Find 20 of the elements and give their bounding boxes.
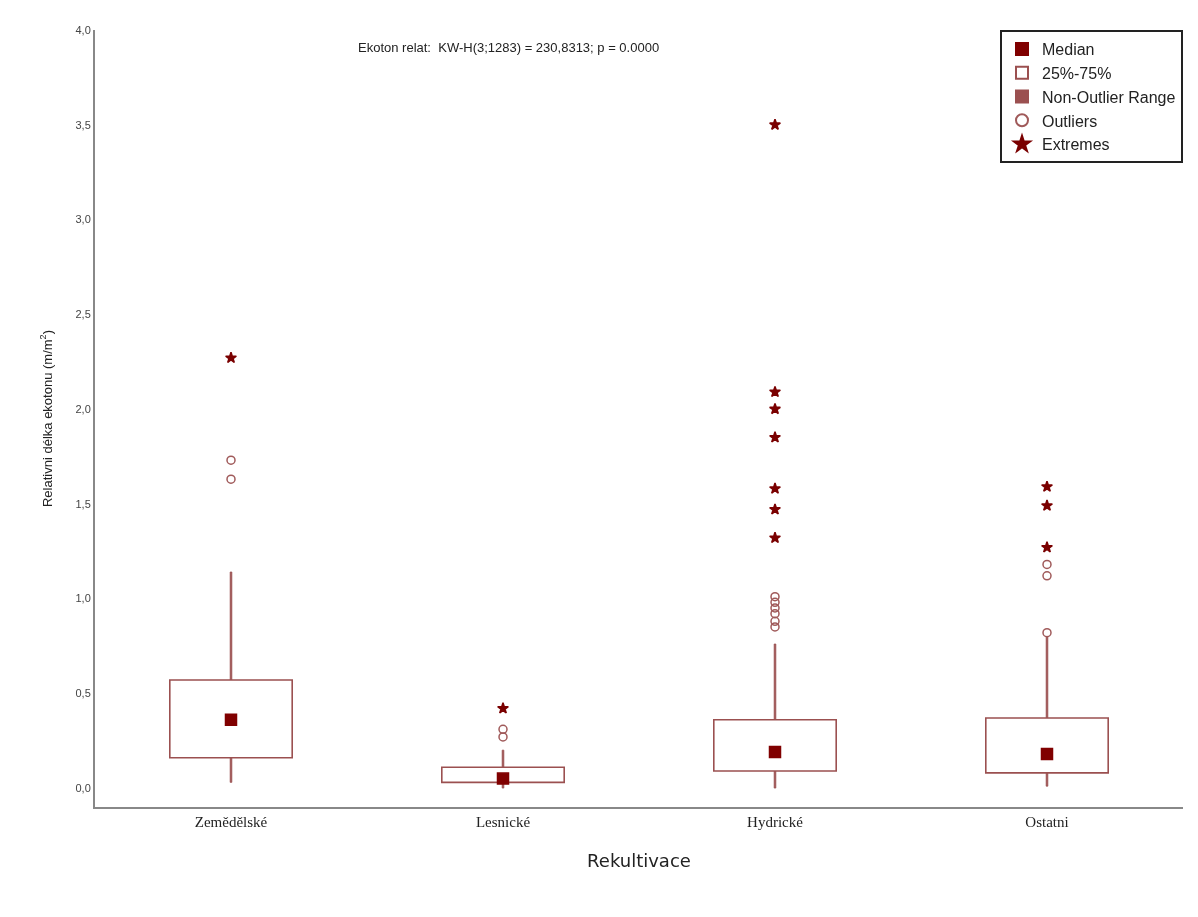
y-tick-label: 2,5: [75, 308, 91, 321]
y-tick-label: 2,0: [75, 402, 91, 415]
y-tick-label: 3,0: [75, 213, 91, 226]
y-tick-label: 1,0: [75, 592, 91, 605]
y-tick-label: 0,0: [75, 781, 91, 794]
legend-label: 25%-75%: [1042, 64, 1112, 82]
x-tick-label: Ostatni: [1025, 814, 1069, 830]
x-tick-label: Zemědělské: [194, 814, 268, 830]
x-axis-title: Rekultivace: [587, 849, 691, 871]
annotation: Ekoton relat: KW-H(3;1283) = 230,8313; p = 0.0000: [358, 40, 660, 55]
legend-label: Outliers: [1042, 112, 1098, 130]
y-tick-label: 4,0: [75, 23, 91, 36]
legend-label: Extremes: [1042, 136, 1110, 154]
y-tick-label: 0,5: [75, 687, 91, 700]
y-tick-label: 1,5: [75, 497, 91, 510]
x-tick-label: Lesnické: [475, 814, 531, 830]
x-tick-label: Hydrické: [747, 814, 804, 830]
legend-label: Median: [1042, 41, 1095, 59]
y-tick-label: 3,5: [75, 118, 91, 131]
legend-label: Non-Outlier Range: [1042, 88, 1176, 106]
